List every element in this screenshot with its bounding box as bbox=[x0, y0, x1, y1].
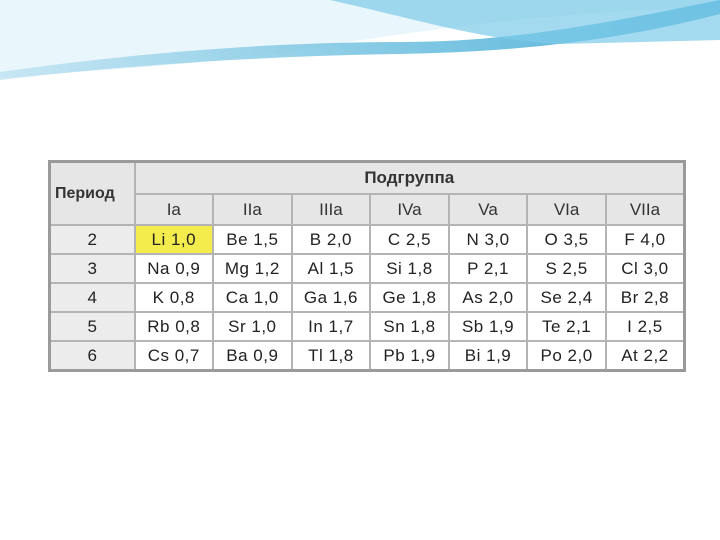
element-cell: Se 2,4 bbox=[526, 282, 607, 313]
element-cell: Na 0,9 bbox=[133, 253, 215, 284]
subgroup-header: VIIa bbox=[604, 193, 686, 226]
element-cell: Tl 1,8 bbox=[290, 340, 372, 372]
element-cell: Rb 0,8 bbox=[133, 311, 215, 342]
element-cell: Ca 1,0 bbox=[212, 282, 293, 313]
element-cell: Be 1,5 bbox=[212, 224, 293, 255]
element-cell: Mg 1,2 bbox=[212, 253, 293, 284]
period-number: 2 bbox=[48, 224, 136, 255]
subgroup-header: Va bbox=[447, 193, 529, 226]
table-row: 2 Li 1,0 Be 1,5 B 2,0 C 2,5 N 3,0 O 3,5 F 4,0 bbox=[48, 224, 686, 255]
element-cell: Cs 0,7 bbox=[133, 340, 215, 372]
element-cell: Li 1,0 bbox=[133, 224, 215, 255]
element-cell: Ge 1,8 bbox=[369, 282, 450, 313]
element-cell: Ba 0,9 bbox=[212, 340, 293, 372]
element-cell: Po 2,0 bbox=[526, 340, 607, 372]
subgroup-header: VIa bbox=[526, 193, 607, 226]
subgroup-header: Ia bbox=[133, 193, 215, 226]
element-cell: Si 1,8 bbox=[369, 253, 450, 284]
subgroup-header: IIIa bbox=[290, 193, 372, 226]
table-row: 6 Cs 0,7 Ba 0,9 Tl 1,8 Pb 1,9 Bi 1,9 Po 2,0 At … bbox=[48, 340, 686, 372]
table-row: 3 Na 0,9 Mg 1,2 Al 1,5 Si 1,8 P 2,1 S 2,5 Cl 3,… bbox=[48, 253, 686, 284]
period-number: 3 bbox=[48, 253, 136, 284]
element-cell: As 2,0 bbox=[447, 282, 529, 313]
electronegativity-table: Период Подгруппа Ia IIa IIIa IVa Va VIa VIIa 2… bbox=[48, 160, 686, 372]
element-cell: Pb 1,9 bbox=[369, 340, 450, 372]
header-row: Период Подгруппа bbox=[48, 160, 686, 226]
element-cell: Te 2,1 bbox=[526, 311, 607, 342]
subgroup-header: IIa bbox=[212, 193, 293, 226]
element-cell: O 3,5 bbox=[526, 224, 607, 255]
element-cell: In 1,7 bbox=[290, 311, 372, 342]
slide-decoration bbox=[0, 0, 720, 80]
element-cell: B 2,0 bbox=[290, 224, 372, 255]
element-cell: Cl 3,0 bbox=[604, 253, 686, 284]
table-row: 5 Rb 0,8 Sr 1,0 In 1,7 Sn 1,8 Sb 1,9 Te 2,1 I 2… bbox=[48, 311, 686, 342]
element-cell: K 0,8 bbox=[133, 282, 215, 313]
element-cell: Bi 1,9 bbox=[447, 340, 529, 372]
element-cell: Sr 1,0 bbox=[212, 311, 293, 342]
swoosh-accent bbox=[330, 0, 720, 44]
period-number: 5 bbox=[48, 311, 136, 342]
element-cell: Sn 1,8 bbox=[369, 311, 450, 342]
element-cell: Ga 1,6 bbox=[290, 282, 372, 313]
element-cell: Br 2,8 bbox=[604, 282, 686, 313]
element-cell: N 3,0 bbox=[447, 224, 529, 255]
group-header: Подгруппа bbox=[133, 160, 686, 195]
table-body: 2 Li 1,0 Be 1,5 B 2,0 C 2,5 N 3,0 O 3,5 F 4,0 3 N… bbox=[48, 224, 686, 372]
element-cell: F 4,0 bbox=[604, 224, 686, 255]
element-cell: I 2,5 bbox=[604, 311, 686, 342]
period-number: 6 bbox=[48, 340, 136, 372]
period-number: 4 bbox=[48, 282, 136, 313]
element-cell: Al 1,5 bbox=[290, 253, 372, 284]
subgroup-row: Ia IIa IIIa IVa Va VIa VIIa bbox=[50, 193, 686, 226]
element-cell: S 2,5 bbox=[526, 253, 607, 284]
period-header: Период bbox=[48, 160, 136, 226]
element-cell: Sb 1,9 bbox=[447, 311, 529, 342]
subgroup-header: IVa bbox=[369, 193, 450, 226]
element-cell: At 2,2 bbox=[604, 340, 686, 372]
swoosh bbox=[0, 0, 720, 80]
element-cell: C 2,5 bbox=[369, 224, 450, 255]
element-cell: P 2,1 bbox=[447, 253, 529, 284]
